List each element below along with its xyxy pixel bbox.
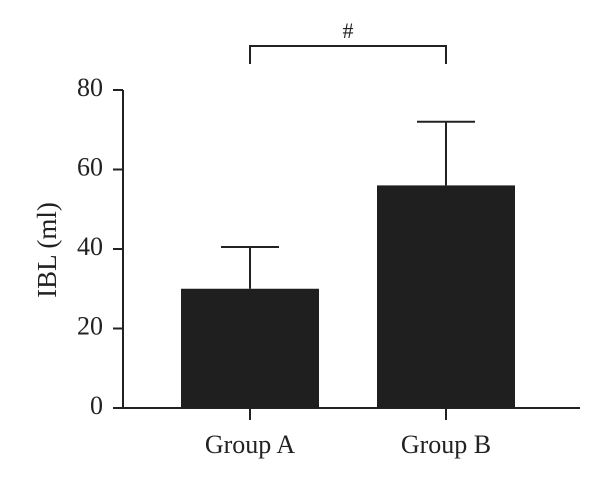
y-axis-title: IBL (ml)	[32, 202, 62, 298]
significance-label: #	[343, 18, 354, 43]
y-tick-label: 80	[77, 73, 103, 102]
y-ticks: 0 20 40 60 80	[77, 73, 123, 420]
x-ticks: Group A Group B	[205, 408, 491, 459]
y-tick-label: 60	[77, 152, 103, 181]
y-tick-label: 0	[90, 391, 103, 420]
bars	[181, 120, 515, 408]
x-tick-label: Group B	[401, 430, 491, 459]
x-tick-label: Group A	[205, 430, 296, 459]
bracket-line	[249, 45, 447, 64]
bar-group-a	[181, 288, 319, 408]
significance-bracket: #	[249, 18, 447, 64]
y-tick-label: 20	[77, 311, 103, 340]
bar-group-b	[377, 185, 515, 408]
y-tick-label: 40	[77, 232, 103, 261]
